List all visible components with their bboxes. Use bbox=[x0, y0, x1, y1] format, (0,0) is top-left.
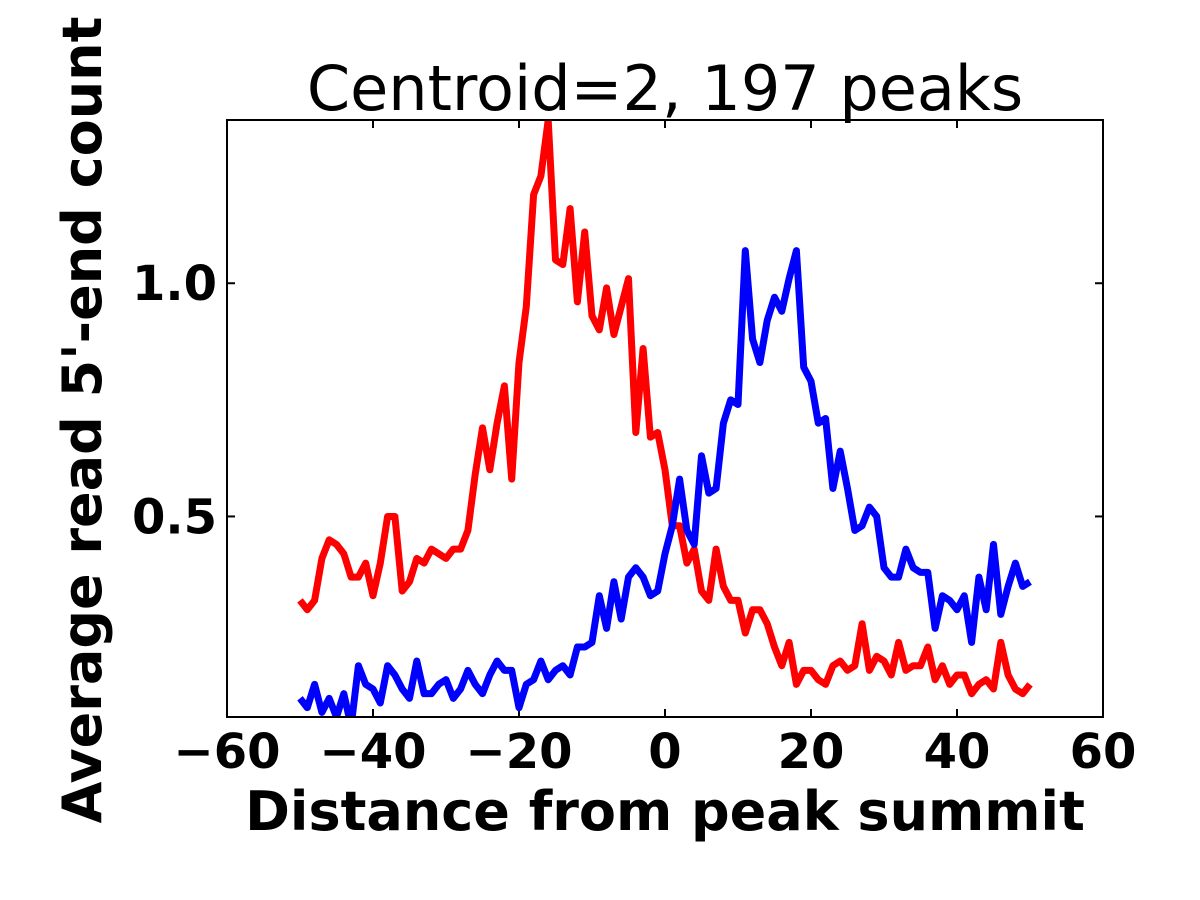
series-line-1 bbox=[297, 120, 1033, 698]
chart-title: Centroid=2, 197 peaks bbox=[307, 52, 1023, 125]
x-tick-label: 40 bbox=[924, 724, 991, 780]
x-tick-label: 20 bbox=[778, 724, 845, 780]
y-axis-label: Average read 5'-end count bbox=[51, 17, 114, 824]
ticks-layer: −60 −40 −20 0 20 40 60 0.5 1.0 bbox=[132, 120, 1136, 780]
series-line-2 bbox=[297, 247, 1032, 717]
x-tick-label: −20 bbox=[465, 724, 572, 780]
y-tick-label: 0.5 bbox=[132, 489, 217, 545]
x-tick-label: −60 bbox=[173, 724, 280, 780]
y-tick-label: 1.0 bbox=[132, 256, 217, 312]
x-tick-label: −40 bbox=[319, 724, 426, 780]
x-tick-label: 0 bbox=[648, 724, 681, 780]
plot-frame bbox=[226, 119, 1104, 718]
x-axis-label: Distance from peak summit bbox=[245, 780, 1085, 843]
series-layer bbox=[297, 120, 1033, 717]
x-tick-label: 60 bbox=[1070, 724, 1137, 780]
